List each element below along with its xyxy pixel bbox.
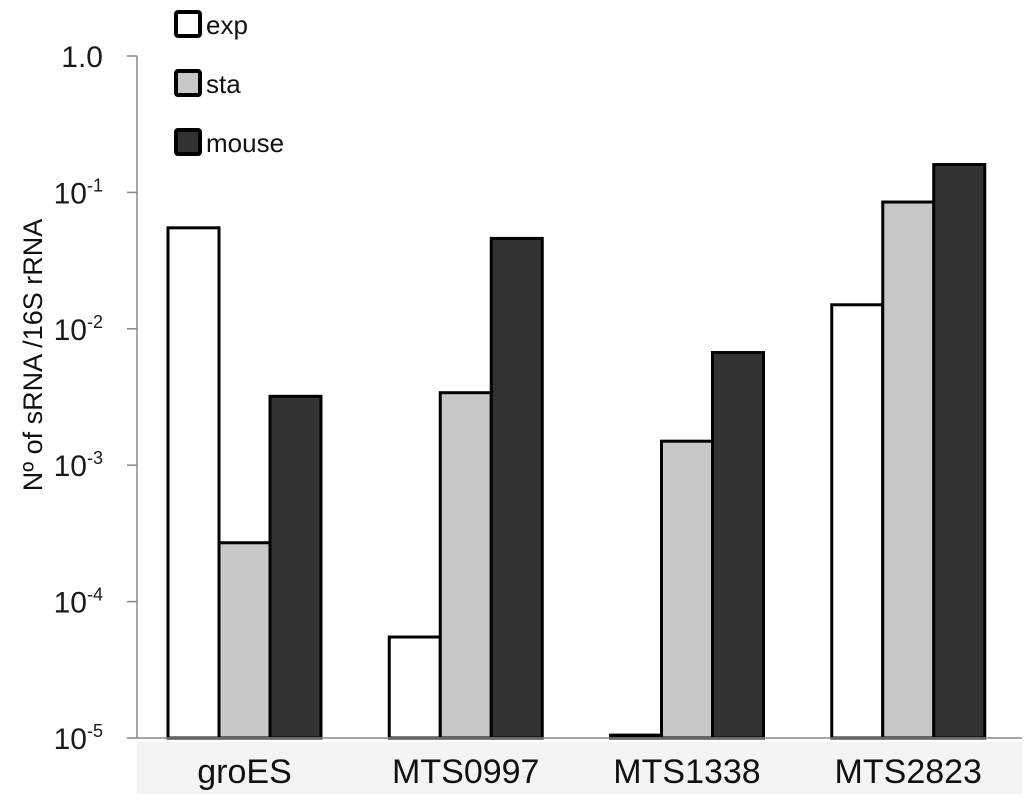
x-tick-label-groES: groES (197, 753, 292, 791)
bar-MTS0997-mouse (489, 236, 544, 740)
bar-groES-sta (217, 541, 272, 740)
bars-layer (166, 163, 987, 740)
bar-MTS2823-exp (830, 303, 885, 740)
y-axis-label: Nº of sRNA /16S rRNA (18, 219, 48, 491)
bar-groES-exp (166, 226, 221, 740)
x-tick-label-MTS1338: MTS1338 (613, 753, 760, 791)
y-tick-label: 10-3 (54, 448, 103, 483)
bar-MTS2823-sta (881, 200, 936, 740)
axes-layer: groES MTS0997 MTS1338 MTS2823 1.0 10-1 10-2 10-… (54, 41, 1022, 794)
y-tick-label: 10-1 (54, 175, 103, 210)
legend-label-sta: sta (206, 69, 241, 99)
legend-label-mouse: mouse (206, 128, 284, 158)
bar-MTS0997-exp (387, 635, 442, 740)
x-tick-label-MTS2823: MTS2823 (835, 753, 982, 791)
legend-swatch-exp (174, 10, 202, 38)
bar-MTS1338-mouse (711, 351, 765, 740)
legend: exp sta mouse (174, 10, 284, 158)
y-tick-label: 10-5 (54, 721, 103, 756)
legend-swatch-sta (174, 69, 202, 97)
bar-MTS2823-mouse (932, 163, 987, 740)
y-tick-label: 1.0 (61, 41, 103, 74)
legend-swatch-mouse (174, 128, 202, 156)
bar-MTS0997-sta (438, 391, 493, 740)
legend-label-exp: exp (206, 10, 248, 40)
y-tick-label: 10-2 (54, 312, 103, 347)
bar-MTS1338-sta (660, 439, 714, 740)
y-tick-label: 10-4 (54, 585, 103, 620)
bar-groES-mouse (268, 394, 323, 740)
x-axis-label-band (137, 742, 1022, 794)
x-tick-label-MTS0997: MTS0997 (392, 753, 539, 791)
